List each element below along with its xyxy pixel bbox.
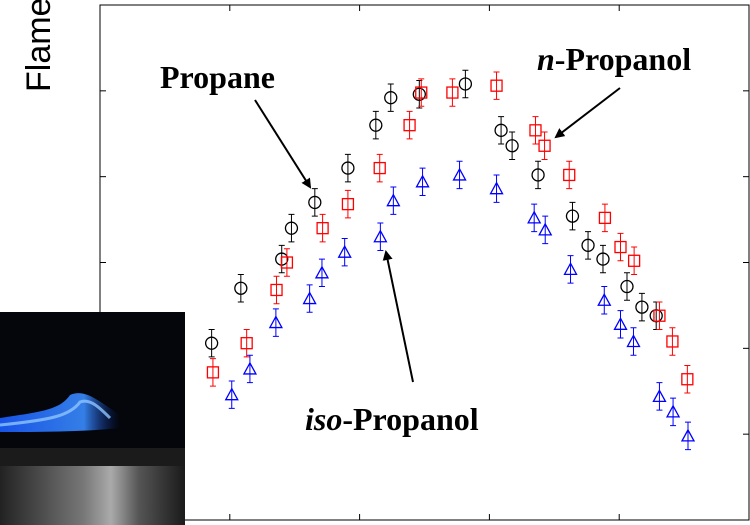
error-bar [319, 259, 325, 286]
error-bar [373, 111, 379, 138]
error-bar [312, 189, 318, 216]
annotation: n-Propanol [537, 41, 691, 77]
annotation-arrows [255, 88, 620, 382]
error-bar [569, 202, 575, 229]
error-bar [388, 84, 394, 111]
error-bar [320, 214, 326, 241]
burner-rim [0, 448, 185, 466]
error-bar [639, 293, 645, 320]
y-axis-label: Flame [20, 0, 58, 92]
error-bar [509, 132, 515, 159]
error-bar [377, 223, 383, 250]
error-bar [449, 79, 455, 106]
annotation: -Propanol [342, 401, 478, 437]
error-bar [542, 132, 548, 159]
error-bar [602, 204, 608, 231]
error-bar [345, 154, 351, 181]
error-bar [274, 276, 280, 303]
burner [0, 466, 185, 525]
error-bar [617, 311, 623, 338]
error-bar [498, 117, 504, 144]
error-bar [670, 398, 676, 425]
error-bar [532, 117, 538, 144]
error-bar [462, 70, 468, 97]
arrow [255, 100, 310, 187]
error-bar [685, 422, 691, 449]
flame-photo [0, 312, 185, 525]
arrow [556, 88, 620, 137]
error-bar [307, 285, 313, 312]
error-bar [420, 168, 426, 195]
error-bar [535, 161, 541, 188]
annotation: Propane [160, 59, 275, 95]
error-bar [229, 381, 235, 408]
error-bar [342, 238, 348, 265]
error-bar [247, 355, 253, 382]
error-bar [345, 190, 351, 217]
error-bar [209, 329, 215, 356]
error-bar [494, 72, 500, 99]
error-bar [585, 232, 591, 259]
annotation: -Propanol [555, 41, 691, 77]
error-bar [210, 359, 216, 386]
chart: Flame Propane n-Propanol iso-Propanol [0, 0, 750, 525]
error-bar [656, 383, 662, 410]
error-bar [494, 175, 500, 202]
error-bar [600, 245, 606, 272]
error-bar [407, 111, 413, 138]
error-bar [684, 366, 690, 393]
error-bar [531, 204, 537, 231]
error-bar [568, 256, 574, 283]
error-bar [457, 161, 463, 188]
error-bar [377, 154, 383, 181]
error-bar [669, 328, 675, 355]
error-bar [284, 249, 290, 276]
error-bar [624, 273, 630, 300]
error-bar [631, 247, 637, 274]
annotation-italic: n [537, 41, 555, 77]
error-bar [273, 309, 279, 336]
error-bar [630, 328, 636, 355]
error-bar [601, 287, 607, 314]
annotation-italic: iso [305, 401, 342, 437]
error-bar [542, 216, 548, 243]
error-bar [656, 302, 662, 329]
error-bar [244, 329, 250, 356]
error-bar [566, 161, 572, 188]
annotation: iso-Propanol [305, 401, 479, 437]
arrow [386, 252, 413, 382]
error-bar [288, 214, 294, 241]
error-bar [390, 187, 396, 214]
error-bar [238, 275, 244, 302]
error-bar [617, 233, 623, 260]
